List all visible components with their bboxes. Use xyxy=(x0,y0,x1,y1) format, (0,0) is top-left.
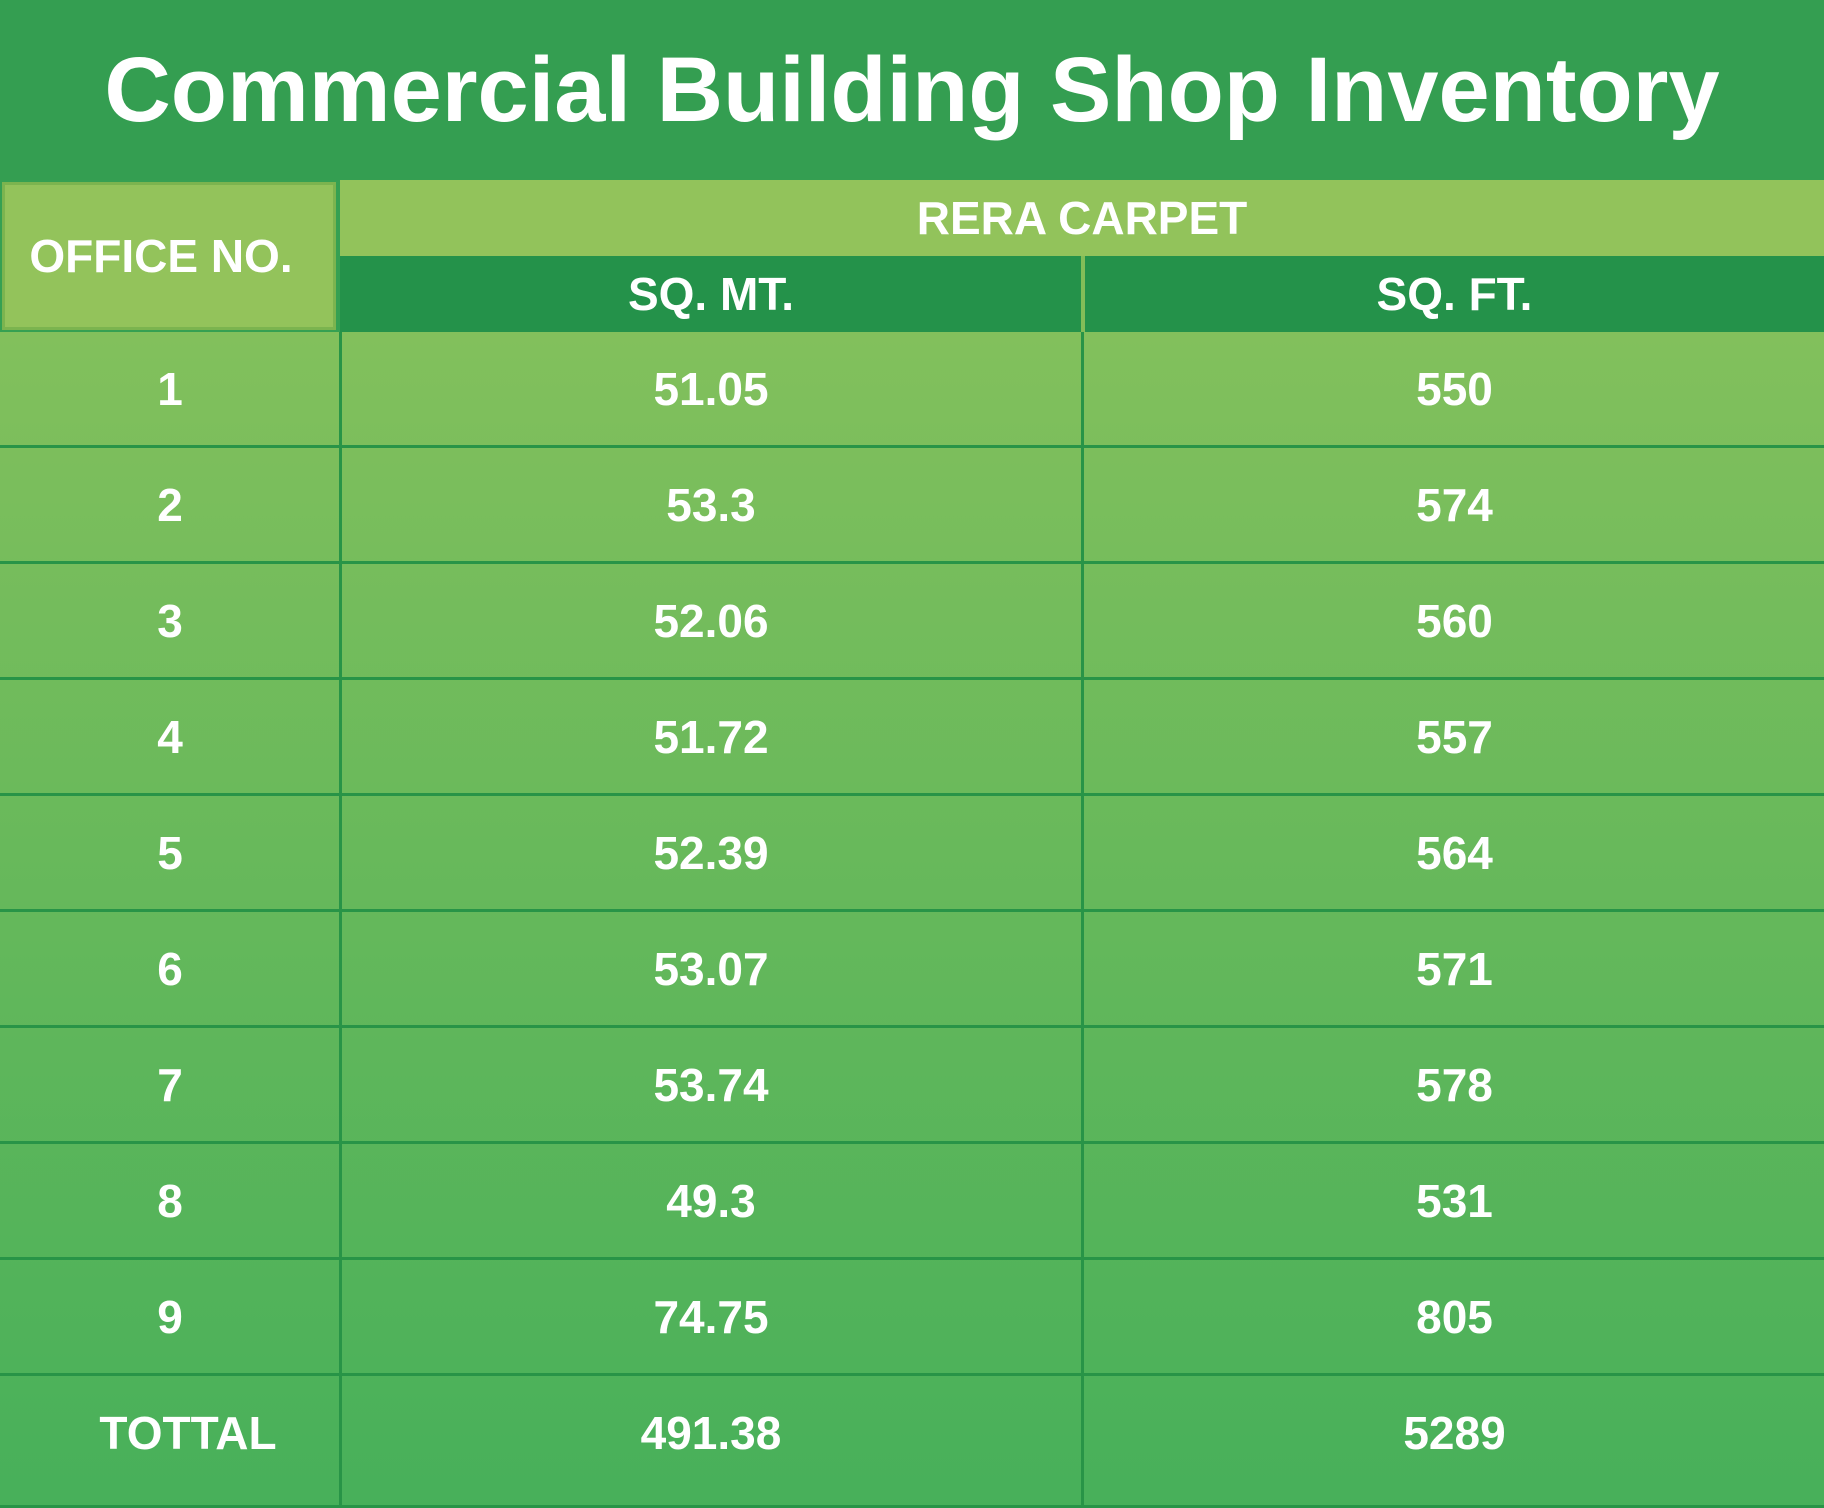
sq-ft-cell: 564 xyxy=(1416,826,1493,879)
office-no-cell: 2 xyxy=(157,478,183,531)
sq-mt-cell: 74.75 xyxy=(653,1290,769,1343)
sq-ft-cell: 560 xyxy=(1416,594,1493,647)
office-no-cell: 3 xyxy=(157,594,183,647)
office-no-cell: 4 xyxy=(157,710,183,763)
total-sq-mt: 491.38 xyxy=(640,1406,782,1459)
sq-mt-cell: 53.3 xyxy=(666,478,756,531)
table-row: 9 74.75 805 xyxy=(0,1260,1824,1376)
office-no-cell: 8 xyxy=(157,1174,183,1227)
header-sq-ft: SQ. FT. xyxy=(1085,256,1824,332)
table-row: 2 53.3 574 xyxy=(0,448,1824,564)
sq-mt-cell: 53.74 xyxy=(653,1058,769,1111)
header-rera-carpet: RERA CARPET xyxy=(340,180,1824,256)
table-row: 1 51.05 550 xyxy=(0,332,1824,448)
sq-mt-cell: 52.06 xyxy=(653,594,769,647)
column-divider xyxy=(1081,332,1084,1508)
table-row: 3 52.06 560 xyxy=(0,564,1824,680)
table-body: 1 51.05 550 2 53.3 574 3 52.06 560 4 51.… xyxy=(0,332,1824,1508)
office-no-cell: 1 xyxy=(157,362,183,415)
sq-mt-cell: 52.39 xyxy=(653,826,769,879)
sq-mt-cell: 51.72 xyxy=(653,710,769,763)
office-no-cell: 6 xyxy=(157,942,183,995)
sq-ft-cell: 574 xyxy=(1416,478,1493,531)
sq-mt-cell: 51.05 xyxy=(653,362,769,415)
table-row: 8 49.3 531 xyxy=(0,1144,1824,1260)
page-title: Commercial Building Shop Inventory xyxy=(0,0,1824,180)
sq-mt-cell: 49.3 xyxy=(666,1174,756,1227)
office-no-cell: 9 xyxy=(157,1290,183,1343)
table-row: 5 52.39 564 xyxy=(0,796,1824,912)
sq-mt-cell: 53.07 xyxy=(653,942,769,995)
header-divider xyxy=(1081,256,1085,332)
table-row: 4 51.72 557 xyxy=(0,680,1824,796)
sq-ft-cell: 805 xyxy=(1416,1290,1493,1343)
sq-ft-cell: 550 xyxy=(1416,362,1493,415)
sq-ft-cell: 531 xyxy=(1416,1174,1493,1227)
column-divider xyxy=(339,332,342,1508)
office-no-cell: 7 xyxy=(157,1058,183,1111)
header-sq-mt: SQ. MT. xyxy=(340,256,1082,332)
sq-ft-cell: 571 xyxy=(1416,942,1493,995)
sq-ft-cell: 578 xyxy=(1416,1058,1493,1111)
total-row: TOTTAL 491.38 5289 xyxy=(0,1376,1824,1508)
total-sq-ft: 5289 xyxy=(1403,1406,1506,1459)
table-row: 6 53.07 571 xyxy=(0,912,1824,1028)
header-office-no: OFFICE NO. xyxy=(2,182,336,330)
sq-ft-cell: 557 xyxy=(1416,710,1493,763)
office-no-cell: 5 xyxy=(157,826,183,879)
total-label: TOTTAL xyxy=(99,1406,277,1459)
table-row: 7 53.74 578 xyxy=(0,1028,1824,1144)
